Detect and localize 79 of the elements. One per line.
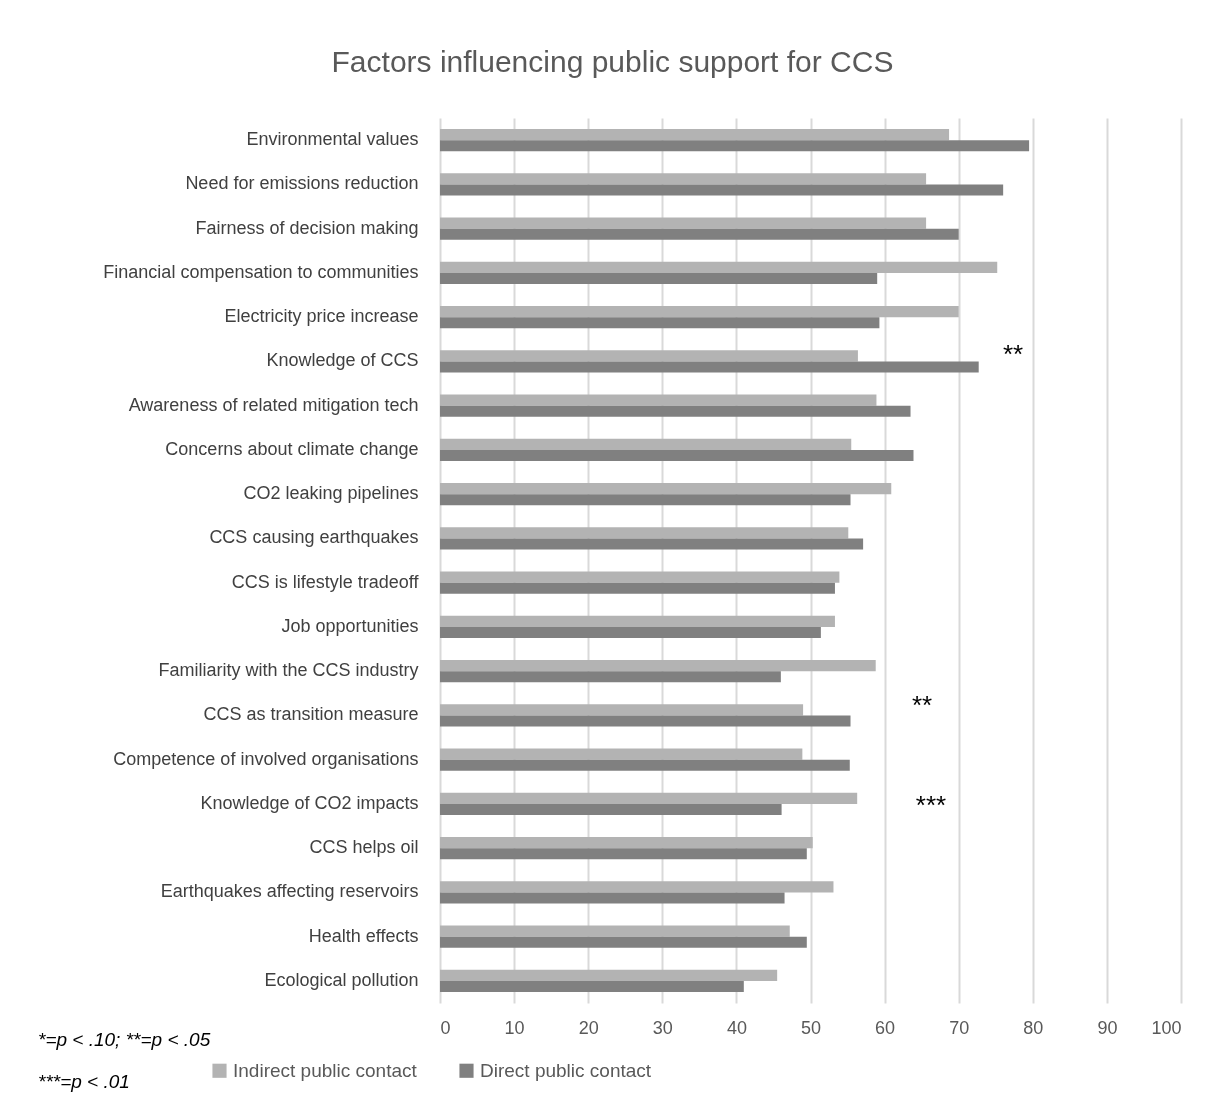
bar [440,494,851,506]
chart-title: Factors influencing public support for CCS [331,45,894,78]
legend-label: Direct public contact [480,1059,652,1081]
y-tick-label: Financial compensation to communities [103,261,419,282]
y-tick-label: Concerns about climate change [165,438,419,459]
y-tick-label: Earthquakes affecting reservoirs [160,881,419,902]
y-tick-label: Environmental values [246,129,419,150]
bar [440,350,858,362]
x-tick-label: 40 [726,1017,747,1038]
bar [440,405,911,417]
y-tick-label: Competence of involved organisations [113,748,419,769]
x-tick-label: 80 [1023,1017,1044,1038]
x-tick-label: 20 [578,1017,599,1038]
bar [440,272,878,284]
bar [440,892,785,904]
bar [440,438,852,450]
x-tick-label: 60 [875,1017,896,1038]
bar [440,527,849,539]
y-tick-label: CCS causing earthquakes [209,527,419,548]
bar [440,848,807,860]
bar [440,571,840,583]
x-tick-label: 10 [504,1017,525,1038]
annotation: ** [911,690,933,720]
x-tick-label: 50 [800,1017,822,1038]
bar [440,704,804,716]
bar [440,671,781,683]
bar [440,748,803,760]
x-tick-label: 100 [1151,1017,1182,1038]
y-tick-label: CCS helps oil [309,837,419,858]
y-tick-label: Health effects [308,925,419,946]
y-tick-label: Ecological pollution [264,969,419,990]
text: *=p < .10; **=p < .05 [38,1029,211,1050]
bar [440,129,950,141]
y-tick-label: CO2 leaking pipelines [243,483,419,504]
annotation: *** [915,790,947,820]
bar [440,980,744,992]
y-tick-label: CCS is lifestyle tradeoff [231,571,420,592]
bar [440,803,782,815]
y-tick-label: Need for emissions reduction [185,173,419,194]
bar [440,660,876,672]
y-tick-label: Job opportunities [281,615,419,636]
x-tick-label: 0 [440,1017,451,1038]
bar [440,306,959,318]
bar [440,217,927,229]
bar [440,483,892,495]
text: ***=p < .01 [38,1071,130,1092]
bar [440,881,834,893]
bar [440,228,959,240]
legend-label: Indirect public contact [233,1059,418,1081]
y-tick-label: Fairness of decision making [195,217,419,238]
bar [440,538,864,550]
bar [440,715,851,727]
bar [440,936,807,948]
bar [440,394,877,406]
bar [440,449,914,461]
bar [440,582,835,594]
bar [440,140,1030,152]
bar [440,925,790,937]
bar [440,837,813,849]
bar [440,969,778,981]
y-tick-label: Knowledge of CCS [266,350,419,371]
bar [440,792,858,804]
x-tick-label: 70 [949,1017,970,1038]
annotation: ** [1002,339,1024,369]
bar [440,615,835,627]
bar [440,184,1004,196]
x-tick-label: 30 [652,1017,673,1038]
y-tick-label: Knowledge of CO2 impacts [200,792,419,813]
bar [440,626,821,638]
bar [440,173,927,185]
y-tick-label: CCS as transition measure [203,704,419,725]
bar [440,759,850,771]
bar [440,261,998,273]
y-tick-label: Familiarity with the CCS industry [158,660,419,681]
x-tick-label: 90 [1097,1017,1118,1038]
bar [440,361,979,373]
y-tick-label: Awareness of related mitigation tech [128,394,419,415]
y-tick-label: Electricity price increase [224,306,419,327]
bar [440,317,880,329]
